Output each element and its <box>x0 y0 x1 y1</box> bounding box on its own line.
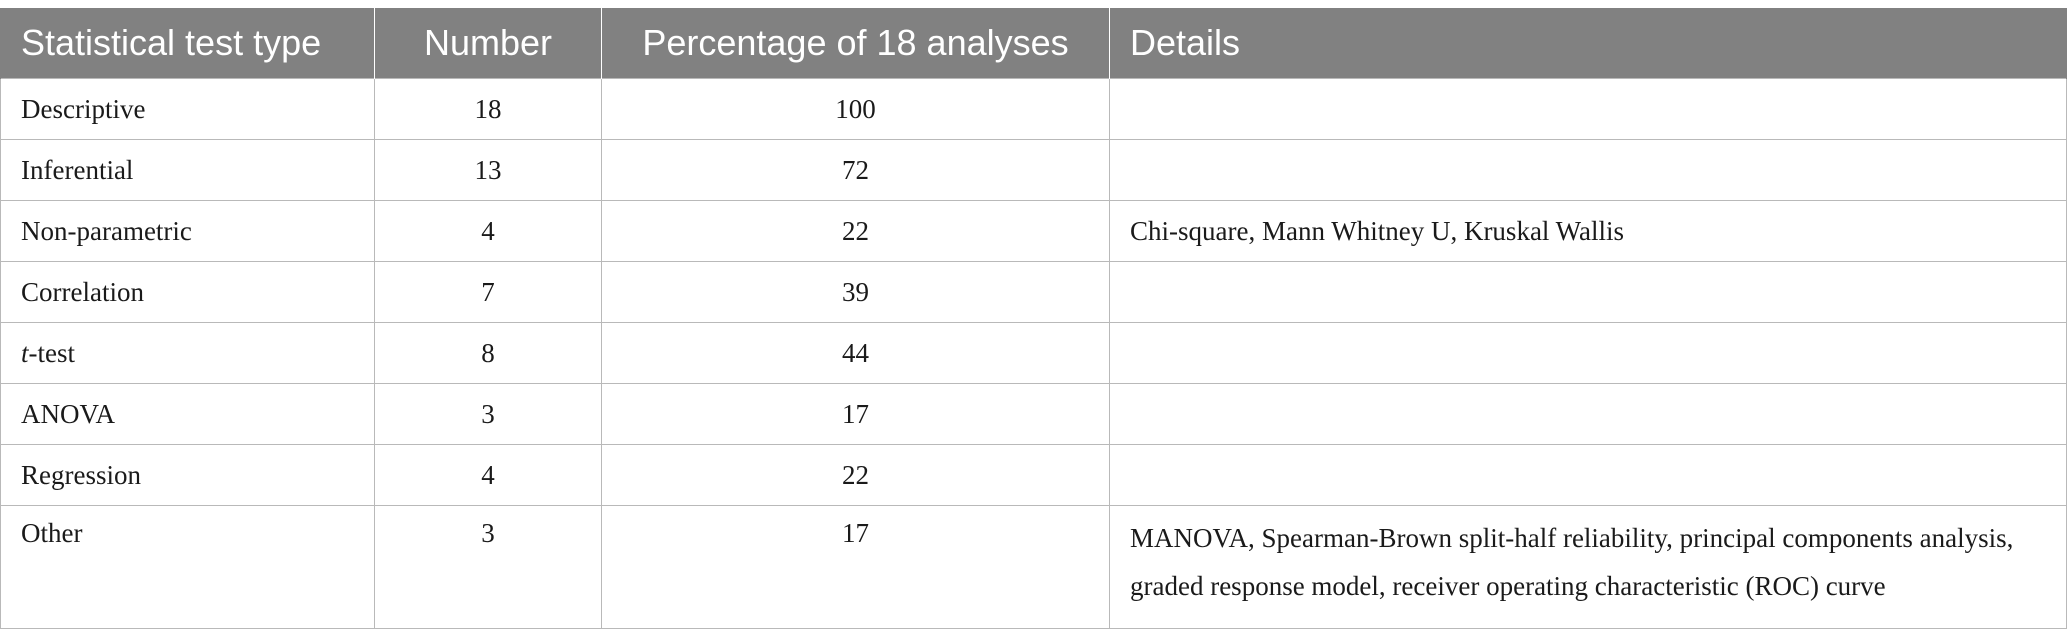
header-percentage: Percentage of 18 analyses <box>601 8 1110 79</box>
cell-percentage: 44 <box>601 322 1110 384</box>
cell-number: 8 <box>374 322 602 384</box>
cell-percentage: 39 <box>601 261 1110 323</box>
cell-test-type: Correlation <box>0 261 375 323</box>
cell-details: MANOVA, Spearman-Brown split-half reliab… <box>1109 505 2067 629</box>
cell-percentage: 22 <box>601 200 1110 262</box>
cell-number: 3 <box>374 383 602 445</box>
table-body: Descriptive 18 100 Inferential 13 72 Non… <box>0 78 2067 629</box>
cell-test-type: Descriptive <box>0 78 375 140</box>
cell-test-type-italic: t <box>21 337 29 368</box>
cell-test-type: Other <box>0 505 375 629</box>
cell-details <box>1109 78 2067 140</box>
cell-details <box>1109 383 2067 445</box>
cell-details <box>1109 444 2067 506</box>
cell-test-type: t-test <box>0 322 375 384</box>
cell-number: 4 <box>374 200 602 262</box>
table-row: t-test 8 44 <box>0 322 2067 384</box>
table-row: Descriptive 18 100 <box>0 78 2067 140</box>
statistical-tests-table: Statistical test type Number Percentage … <box>0 8 2067 629</box>
cell-details <box>1109 139 2067 201</box>
header-test-type: Statistical test type <box>0 8 375 79</box>
table-row: Correlation 7 39 <box>0 261 2067 323</box>
table-row: Non-parametric 4 22 Chi-square, Mann Whi… <box>0 200 2067 262</box>
header-row: Statistical test type Number Percentage … <box>0 8 2067 79</box>
cell-test-type: Inferential <box>0 139 375 201</box>
cell-details: Chi-square, Mann Whitney U, Kruskal Wall… <box>1109 200 2067 262</box>
cell-percentage: 100 <box>601 78 1110 140</box>
cell-test-type: ANOVA <box>0 383 375 445</box>
cell-number: 13 <box>374 139 602 201</box>
table-row: ANOVA 3 17 <box>0 383 2067 445</box>
cell-percentage: 72 <box>601 139 1110 201</box>
cell-details <box>1109 261 2067 323</box>
table-row: Inferential 13 72 <box>0 139 2067 201</box>
cell-details <box>1109 322 2067 384</box>
table-row: Regression 4 22 <box>0 444 2067 506</box>
cell-percentage: 17 <box>601 383 1110 445</box>
cell-test-type-rest: -test <box>28 337 76 368</box>
cell-number: 3 <box>374 505 602 629</box>
cell-number: 7 <box>374 261 602 323</box>
statistical-tests-table-container: Statistical test type Number Percentage … <box>0 8 2067 629</box>
cell-test-type: Non-parametric <box>0 200 375 262</box>
header-details: Details <box>1109 8 2067 79</box>
cell-test-type: Regression <box>0 444 375 506</box>
header-number: Number <box>374 8 602 79</box>
table-header: Statistical test type Number Percentage … <box>0 8 2067 79</box>
cell-number: 18 <box>374 78 602 140</box>
table-row: Other 3 17 MANOVA, Spearman-Brown split-… <box>0 505 2067 629</box>
cell-percentage: 17 <box>601 505 1110 629</box>
cell-number: 4 <box>374 444 602 506</box>
cell-percentage: 22 <box>601 444 1110 506</box>
